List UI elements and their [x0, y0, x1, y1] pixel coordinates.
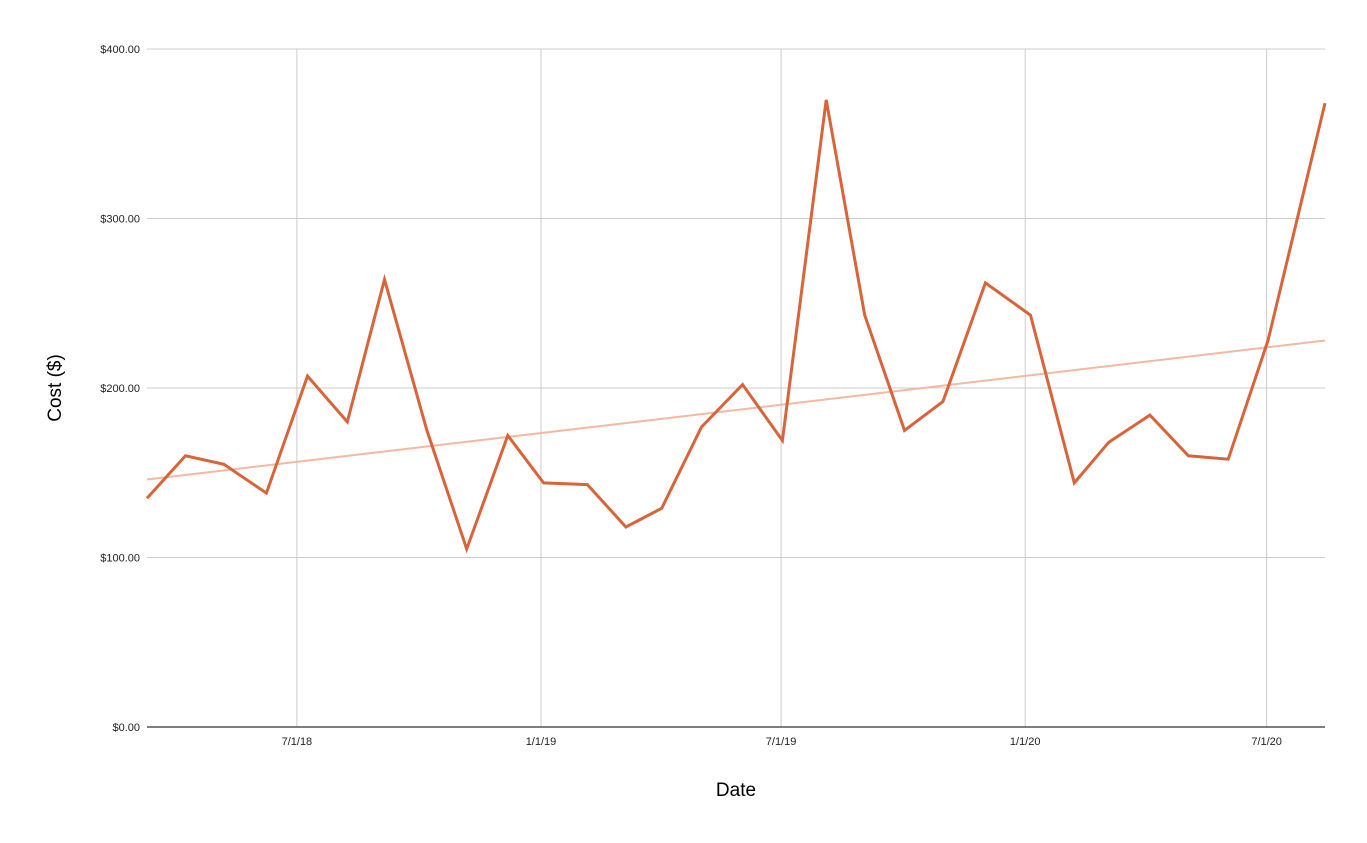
tick-labels: $0.00 $100.00 $200.00 $300.00 $400.00 7/1/18 1…	[100, 44, 1282, 748]
y-tick-label-1: $100.00	[100, 553, 140, 565]
gridlines	[147, 48, 1325, 727]
x-tick-label-0: 7/1/18	[282, 736, 313, 748]
y-tick-label-0: $0.00	[112, 722, 140, 734]
y-tick-label-4: $400.00	[100, 44, 140, 56]
y-tick-label-3: $300.00	[100, 214, 140, 226]
trendline	[146, 339, 1326, 481]
y-axis-title: Cost ($)	[45, 354, 66, 422]
trendline-layer	[146, 339, 1326, 481]
x-tick-label-2: 7/1/19	[766, 736, 797, 748]
series-layer	[145, 99, 1327, 554]
x-tick-label-3: 1/1/20	[1010, 736, 1041, 748]
y-tick-label-2: $200.00	[100, 383, 140, 395]
series-line-0	[145, 99, 1327, 554]
x-tick-label-1: 1/1/19	[526, 736, 557, 748]
x-tick-label-4: 7/1/20	[1251, 736, 1282, 748]
x-axis-title: Date	[716, 780, 756, 801]
